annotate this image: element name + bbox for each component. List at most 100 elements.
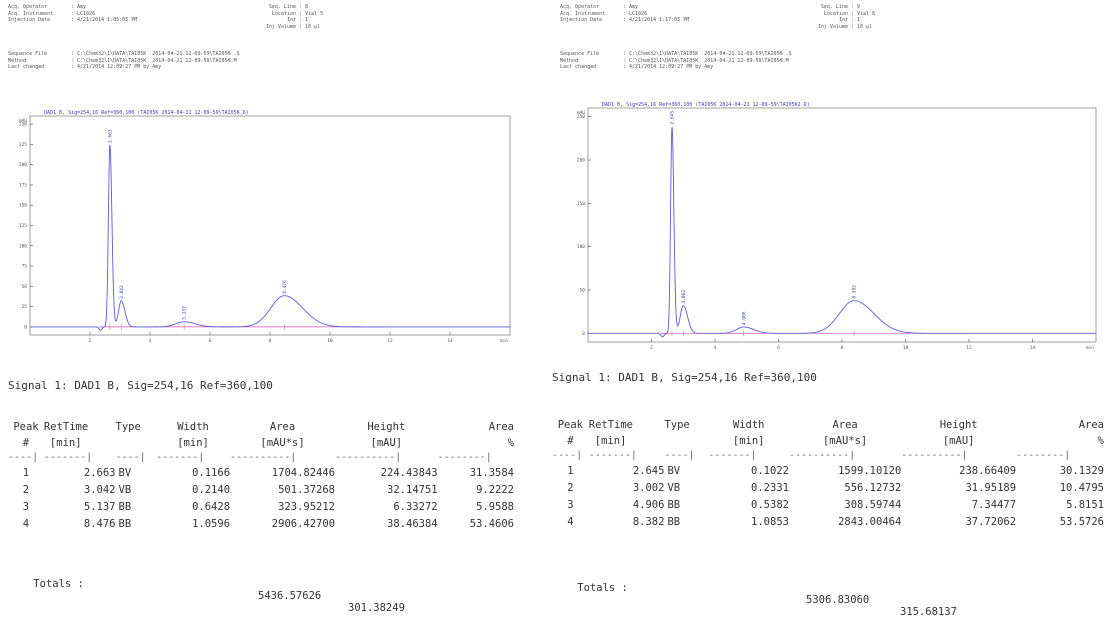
meta-key: Method (560, 57, 579, 64)
table-cell: 37.72062 (965, 515, 1017, 528)
x-tick-label: 10 (903, 345, 909, 351)
meta-line: Injection Date : 4/21/2014 1:05:05 PM (8, 17, 138, 24)
table-cell: 4 (567, 515, 574, 528)
y-tick-label: 75 (22, 264, 28, 270)
chromatogram-plot: DAD1 B, Sig=254,16 Ref=360,100 (TAI05K 2… (19, 110, 511, 344)
meta-value: C:\Chem32\1\DATA\TAI05K 2014-04-21 12-09… (77, 51, 240, 57)
meta-line: Location : Vial 5 (248, 11, 323, 18)
x-tick-label: 8 (269, 338, 272, 344)
meta-line: Inj Volume : 10 µl (800, 24, 875, 31)
meta-key: Inj Volume (265, 23, 296, 30)
y-tick-label: 100 (577, 244, 585, 250)
separator-cell: ----------| (335, 452, 402, 463)
table-cell: VB (667, 481, 681, 494)
table-cell: 323.95212 (278, 500, 336, 513)
table-cell: BV (667, 464, 681, 477)
meta-line: Acq. Instrument : LC1026 (8, 10, 96, 17)
table-cell: 8.476 (83, 517, 116, 530)
meta-value: 10 µl (857, 23, 873, 30)
y-tick-label: 225 (19, 142, 27, 148)
column-header: [mAU*s] (822, 435, 868, 447)
x-tick-label: 12 (966, 345, 972, 351)
table-cell: BB (118, 500, 132, 513)
meta-key: Location (271, 10, 296, 17)
method-info: Sequence File : C:\Chem32\1\DATA\TAI05K … (560, 51, 792, 71)
separator-cell: -------| (156, 452, 205, 463)
meta-key: Acq. Operator (8, 4, 48, 10)
x-tick-label: 6 (777, 345, 780, 351)
meta-value: C:\Chem32\1\DATA\TAI05K 2014-04-21 12-09… (629, 51, 792, 57)
x-axis-label: min (500, 338, 508, 344)
table-cell: 1 (22, 466, 30, 479)
x-tick-label: 10 (327, 338, 333, 344)
peak-label: 2.645 (669, 111, 675, 125)
meta-value: 1 (305, 17, 309, 24)
meta-line: Inj : 1 (248, 17, 323, 24)
y-tick-label: 200 (577, 158, 585, 164)
column-header: [min] (594, 435, 627, 447)
table-cell: 1.0596 (192, 517, 231, 530)
table-cell: 3.002 (632, 481, 665, 494)
meta-value: 4/21/2014 1:05:05 PM (77, 17, 138, 24)
column-header: Peak (557, 419, 584, 431)
report-panel-1: Acq. Operator : Amy Acq. Instrument : LC1… (0, 0, 552, 614)
table-cell: VB (118, 483, 132, 496)
table-cell: 3.042 (83, 483, 116, 496)
table-cell: 7.34477 (971, 498, 1017, 511)
meta-key: Inj (838, 17, 848, 24)
y-tick-label: 150 (577, 201, 585, 207)
column-header: # (567, 435, 574, 447)
separator-cell: ----| (115, 452, 146, 463)
acq-info-left: Acq. Operator : Amy Acq. Instrument : LC1… (8, 4, 137, 24)
y-tick-label: 50 (580, 288, 586, 294)
meta-line: Last changed : 4/21/2014 12:09:27 PM by … (560, 64, 714, 71)
table-cell: 9.2222 (476, 483, 514, 496)
table-cell: 224.43843 (380, 466, 438, 479)
table-cell: 3 (22, 500, 30, 513)
meta-value: Vial 5 (305, 10, 324, 17)
table-cell: 1.0853 (751, 515, 789, 528)
table-cell: 0.2331 (751, 481, 789, 494)
table-cell: 5.8151 (1066, 498, 1104, 511)
chart-title: DAD1 B, Sig=254,16 Ref=360,100 (TAI05K 2… (602, 102, 810, 108)
meta-key: Acq. Instrument (560, 10, 606, 17)
meta-value: 9 (857, 4, 861, 10)
y-tick-label: 200 (19, 162, 27, 168)
meta-line: Inj Volume : 10 µl (248, 24, 323, 31)
table-cell: BB (667, 515, 681, 528)
table-cell: 2 (22, 483, 30, 496)
y-tick-label: 100 (19, 243, 27, 249)
table-cell: BB (118, 517, 132, 530)
table-cell: 0.1166 (192, 466, 231, 479)
totals-height: 301.38249 (348, 602, 405, 614)
table-cell: 31.95189 (965, 481, 1017, 494)
y-tick-label: 25 (22, 304, 28, 310)
separator-cell: --------| (437, 452, 492, 463)
table-separator: ----| -------| ----| -------| ----------| ---… (552, 449, 1104, 462)
x-tick-label: 2 (650, 345, 653, 351)
meta-value: 4/21/2014 12:09:27 PM by Amy (629, 64, 714, 71)
peak-label: 4.906 (741, 311, 747, 325)
peak-table: Peak RetTime Type Width Area Height Area # [min]… (552, 417, 1104, 530)
peak-label: 3.002 (681, 290, 687, 304)
x-tick-label: 8 (841, 345, 844, 351)
meta-key: Last changed (8, 64, 45, 71)
table-row: 4 8.476 BB 1.0596 2906.42700 38.46384 53.4606 (8, 515, 514, 532)
table-header-row: # [min] [min] [mAU*s] [mAU]% (552, 433, 1104, 449)
table-cell: 2906.42700 (271, 517, 336, 530)
table-cell: 2843.00464 (838, 515, 902, 528)
separator-cell: ----| (664, 450, 695, 461)
x-tick-label: 14 (447, 338, 453, 344)
y-tick-label: 150 (19, 203, 27, 209)
meta-line: Sequence File : C:\Chem32\1\DATA\TAI05K … (8, 51, 240, 57)
table-cell: 2.645 (632, 464, 665, 477)
meta-key: Acq. Instrument (8, 10, 54, 17)
meta-value: 10 µl (305, 23, 321, 30)
table-cell: 1 (567, 464, 574, 477)
table-row: 4 8.382 BB 1.0853 2843.00464 37.72062 53.5726 (552, 513, 1104, 530)
meta-value: C:\Chem32\1\DATA\TAI05K 2014-04-21 12-09… (629, 57, 789, 64)
meta-line: Injection Date : 4/21/2014 1:17:05 PM (560, 17, 690, 24)
column-header: Area (832, 419, 858, 431)
meta-line: Seq. Line : 8 (248, 4, 323, 11)
y-tick-label: 175 (19, 182, 27, 188)
